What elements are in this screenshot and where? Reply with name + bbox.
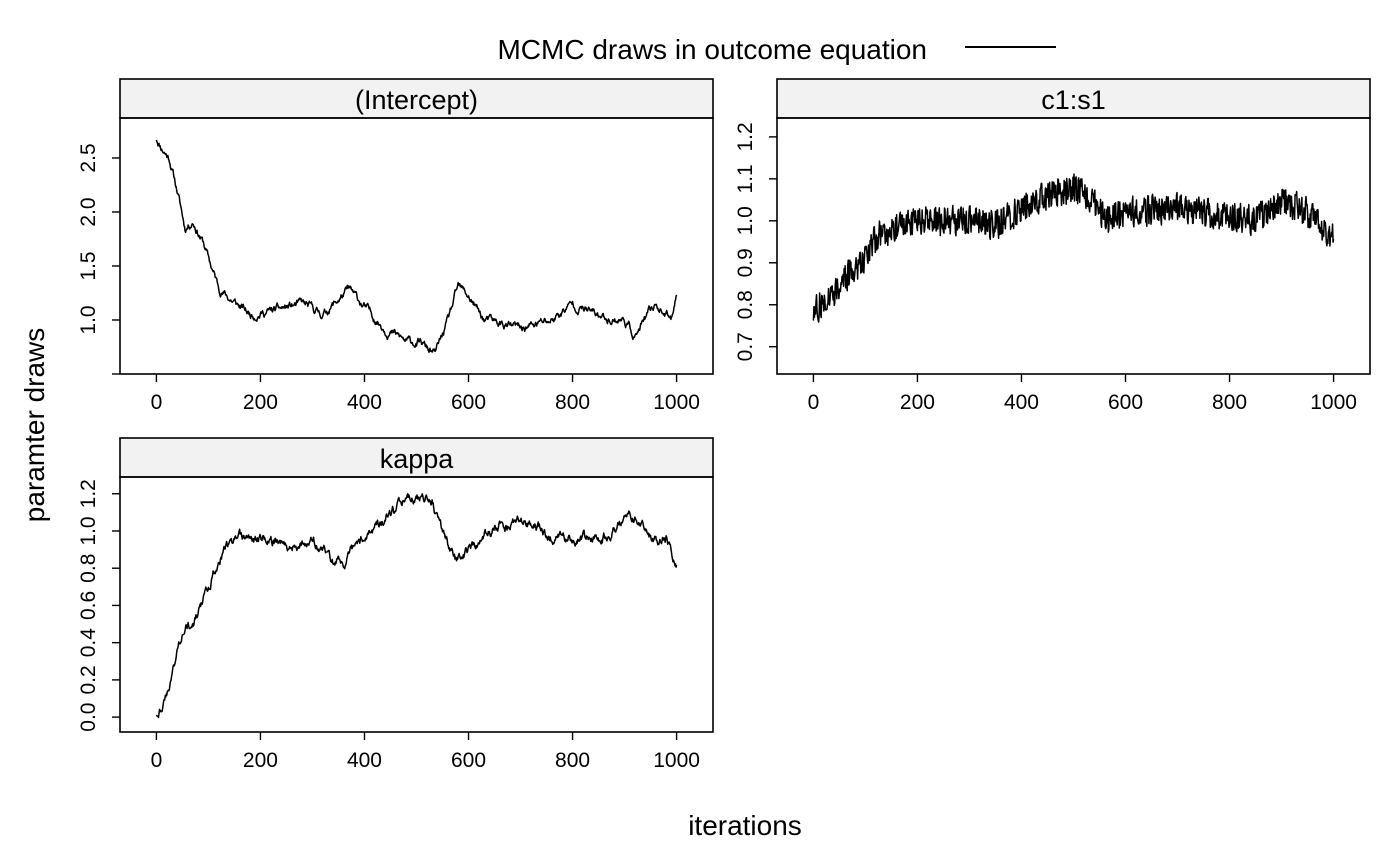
x-tick-label: 1000 bbox=[1310, 391, 1357, 414]
panel-frame bbox=[119, 117, 714, 375]
x-tick-label: 600 bbox=[1108, 391, 1143, 414]
y-tick-label: 1.0 bbox=[77, 516, 100, 545]
x-tick-label: 200 bbox=[243, 391, 278, 414]
y-tick-label: 1.0 bbox=[77, 305, 100, 334]
x-tick-label: 600 bbox=[451, 391, 486, 414]
legend-label: MCMC draws in outcome equation bbox=[497, 34, 927, 65]
panel-frame bbox=[119, 476, 714, 733]
y-tick-label: 0.4 bbox=[77, 628, 100, 658]
y-tick-label: 0.8 bbox=[734, 290, 757, 319]
y-tick-label: 1.1 bbox=[734, 164, 757, 193]
x-tick-label: 1000 bbox=[653, 391, 700, 414]
x-tick-label: 200 bbox=[243, 749, 278, 772]
panels-group: (Intercept) 0 200 400 600 800 1000 1.0 1.5 2.0 2.5… bbox=[77, 78, 1371, 772]
trace-line bbox=[155, 493, 678, 719]
panel-title: kappa bbox=[380, 444, 455, 474]
x-tick-label: 0 bbox=[151, 391, 163, 414]
x-tick-label: 400 bbox=[1004, 391, 1039, 414]
x-tick-label: 0 bbox=[151, 749, 163, 772]
legend: MCMC draws in outcome equation bbox=[497, 34, 1056, 65]
y-tick-label: 2.0 bbox=[77, 197, 100, 226]
x-axis-title: iterations bbox=[688, 810, 802, 841]
panel-2: kappa 0 200 400 600 800 1000 0.0 0.2 0.4 0.6 0.8 1.0… bbox=[77, 437, 714, 772]
y-tick-label: 0.8 bbox=[77, 554, 100, 583]
x-tick-label: 800 bbox=[555, 391, 590, 414]
panel-strip bbox=[776, 78, 1371, 119]
x-tick-label: 400 bbox=[347, 391, 382, 414]
x-tick-label: 0 bbox=[808, 391, 820, 414]
y-axis-title: paramter draws bbox=[19, 328, 50, 523]
y-tick-label: 0.0 bbox=[77, 703, 100, 732]
x-tick-label: 800 bbox=[1212, 391, 1247, 414]
panel-1: c1:s1 0 200 400 600 800 1000 0.7 0.8 0.9 1.0 1.1 1.2 bbox=[734, 78, 1371, 414]
panel-0: (Intercept) 0 200 400 600 800 1000 1.0 1.5 2.0 2.5 bbox=[77, 78, 714, 414]
y-tick-label: 0.7 bbox=[734, 332, 757, 361]
y-tick-label: 0.6 bbox=[77, 591, 100, 620]
y-tick-label: 1.2 bbox=[77, 479, 100, 508]
trace-line bbox=[812, 173, 1335, 323]
panel-title: (Intercept) bbox=[355, 85, 478, 115]
panel-title: c1:s1 bbox=[1041, 85, 1106, 115]
y-tick-label: 2.5 bbox=[77, 143, 100, 172]
y-tick-label: 0.2 bbox=[77, 665, 100, 694]
y-tick-label: 1.0 bbox=[734, 206, 757, 235]
y-tick-label: 1.5 bbox=[77, 251, 100, 280]
y-tick-label: 1.2 bbox=[734, 122, 757, 151]
trace-line bbox=[155, 139, 678, 354]
panel-strip bbox=[119, 437, 714, 478]
x-tick-label: 200 bbox=[900, 391, 935, 414]
panel-frame bbox=[776, 117, 1371, 375]
x-tick-label: 400 bbox=[347, 749, 382, 772]
x-tick-label: 600 bbox=[451, 749, 486, 772]
x-tick-label: 800 bbox=[555, 749, 590, 772]
y-tick-label: 0.9 bbox=[734, 248, 757, 277]
x-tick-label: 1000 bbox=[653, 749, 700, 772]
